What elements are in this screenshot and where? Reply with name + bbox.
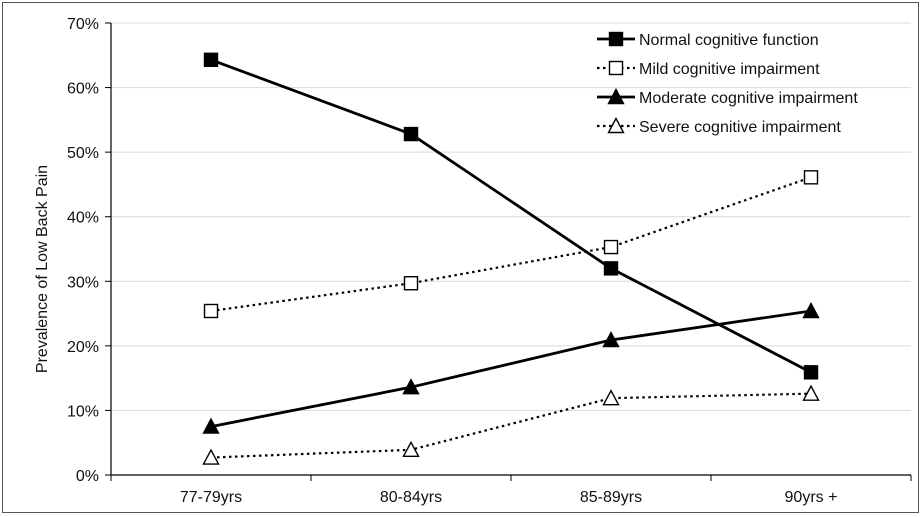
legend-label: Normal cognitive function	[639, 32, 819, 49]
data-point	[403, 276, 419, 291]
y-tick-label: 50%	[67, 145, 99, 162]
legend-marker	[607, 88, 625, 105]
data-point	[602, 331, 620, 348]
gridlines	[111, 22, 911, 411]
data-point	[202, 417, 220, 434]
x-tick-label: 77-79yrs	[180, 489, 242, 506]
line-chart: 0% 10% 20% 30% 40% 50% 60% 70% 77-79yrs 80-84yrs…	[34, 16, 912, 506]
data-point	[603, 261, 619, 276]
data-point	[202, 448, 220, 465]
legend-marker	[608, 60, 624, 76]
axes	[105, 22, 912, 481]
series-group	[202, 52, 820, 465]
data-point	[402, 440, 420, 458]
series-2	[202, 302, 820, 434]
y-axis-ticks: 0% 10% 20% 30% 40% 50% 60% 70%	[67, 16, 99, 485]
data-point	[803, 365, 819, 380]
legend-label: Moderate cognitive impairment	[639, 90, 858, 107]
x-tick-label: 80-84yrs	[380, 489, 442, 506]
series-line	[210, 176, 812, 313]
legend: Normal cognitive function Mild cognitive …	[597, 31, 858, 136]
legend-marker	[608, 31, 624, 47]
data-point	[203, 52, 219, 68]
x-axis-ticks: 77-79yrs 80-84yrs 85-89yrs 90yrs +	[180, 489, 838, 506]
data-point	[802, 384, 820, 401]
legend-marker	[607, 117, 625, 134]
y-tick-label: 70%	[67, 16, 99, 33]
series-0	[203, 52, 819, 380]
data-point	[803, 170, 819, 185]
x-tick-label: 85-89yrs	[580, 489, 642, 506]
data-point	[402, 378, 420, 395]
y-tick-label: 20%	[67, 339, 99, 356]
y-tick-label: 40%	[67, 210, 99, 227]
legend-label: Severe cognitive impairment	[639, 119, 841, 136]
y-tick-label: 10%	[67, 403, 99, 420]
data-point	[603, 239, 619, 255]
data-point	[602, 389, 620, 406]
y-tick-label: 60%	[67, 81, 99, 98]
series-3	[202, 384, 820, 465]
y-axis-label: Prevalence of Low Back Pain	[34, 165, 51, 373]
data-point	[403, 126, 419, 142]
x-tick-label: 90yrs +	[785, 489, 838, 506]
series-line	[210, 58, 812, 374]
data-point	[203, 303, 219, 319]
series-1	[203, 170, 819, 319]
data-point	[802, 302, 820, 319]
y-tick-label: 0%	[76, 468, 99, 485]
legend-label: Mild cognitive impairment	[639, 61, 820, 78]
series-line	[210, 392, 812, 459]
series-line	[210, 309, 812, 428]
y-tick-label: 30%	[67, 274, 99, 291]
